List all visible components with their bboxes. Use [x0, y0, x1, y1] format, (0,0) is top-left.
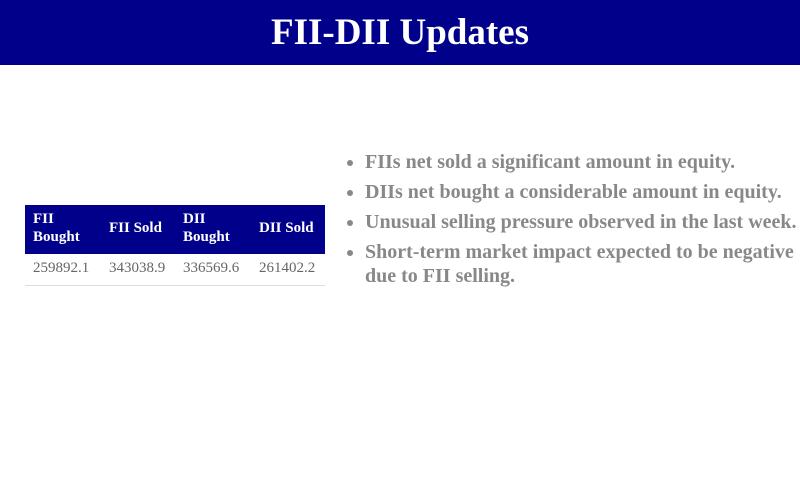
header-dii-bought: DII Bought [183, 211, 230, 245]
page-title: FII-DII Updates [270, 12, 529, 53]
table-header-row: FII Bought FII Sold DII Bought DII Sold [25, 205, 325, 254]
bullet-item: FIIs net sold a significant amount in eq… [365, 150, 800, 174]
fii-dii-table: FII Bought FII Sold DII Bought DII Sold … [25, 205, 325, 286]
header-fii-bought: FII Bought [33, 211, 80, 245]
header-dii-sold: DII Sold [259, 220, 314, 236]
cell-dii-sold: 261402.2 [251, 254, 325, 286]
table-row: 259892.1 343038.9 336569.6 261402.2 [25, 254, 325, 286]
header-bar: FII-DII Updates [0, 0, 800, 65]
bullet-item: Short-term market impact expected to be … [365, 240, 800, 288]
cell-fii-bought: 259892.1 [25, 254, 101, 286]
header-fii-sold: FII Sold [109, 220, 162, 236]
summary-bullet-list: FIIs net sold a significant amount in eq… [345, 150, 800, 294]
fii-dii-table-container: FII Bought FII Sold DII Bought DII Sold … [25, 205, 325, 286]
cell-dii-bought: 336569.6 [175, 254, 251, 286]
bullet-item: DIIs net bought a considerable amount in… [365, 180, 800, 204]
bullet-item: Unusual selling pressure observed in the… [365, 210, 800, 234]
cell-fii-sold: 343038.9 [101, 254, 175, 286]
